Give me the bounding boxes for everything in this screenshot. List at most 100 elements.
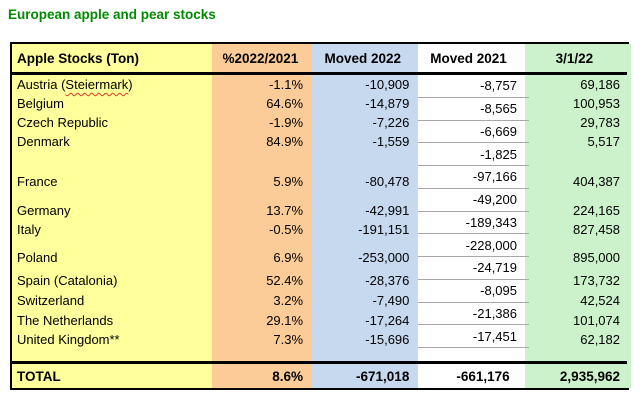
header-moved-2022: Moved 2022 — [324, 50, 401, 66]
cell-stock: 100,953 — [573, 96, 620, 111]
table-total-row: TOTAL 8.6% -671,018 -661,176 2,935,962 — [12, 361, 627, 388]
table-row-belgium: Belgium 64.6% -14,879 100,953 — [12, 94, 627, 113]
spacer-row — [12, 239, 627, 248]
moved-2021-column: -8,757 -8,565 -6,669 -1,825 -97,166 -49,… — [418, 75, 529, 348]
cell-moved-2021: -24,719 — [418, 257, 529, 280]
cell-stock: 5,517 — [587, 134, 620, 149]
cell-stock: 173,732 — [573, 273, 620, 288]
table-row-czech-republic: Czech Republic -1.9% -7,226 29,783 — [12, 113, 627, 132]
country-text: Austria ( — [17, 77, 66, 92]
table-row-denmark: Denmark 84.9% -1,559 5,517 — [12, 132, 627, 151]
total-label: TOTAL — [17, 368, 61, 384]
cell-moved-2022: -191,151 — [358, 222, 410, 237]
cell-country: Poland — [17, 250, 58, 265]
cell-moved-2021: -228,000 — [418, 234, 529, 257]
cell-stock: 69,186 — [580, 77, 620, 92]
header-pct-2022-2021: %2022/2021 — [222, 50, 299, 66]
cell-country: United Kingdom** — [17, 332, 120, 347]
cell-percent: 29.1% — [266, 312, 304, 328]
table-row-austria: Austria (Steiermark) -1.1% -10,909 69,18… — [12, 75, 627, 94]
cell-moved-2022: -80,478 — [365, 174, 410, 189]
cell-stock: 224,165 — [573, 203, 620, 218]
cell-moved-2021: -21,386 — [418, 303, 529, 326]
table-body: Austria (Steiermark) -1.1% -10,909 69,18… — [12, 75, 627, 365]
country-text: ) — [128, 77, 133, 92]
cell-moved-2021: -189,343 — [418, 212, 529, 235]
cell-percent: 13.7% — [266, 203, 304, 218]
cell-moved-2021: -1,825 — [418, 143, 529, 166]
cell-moved-2022: -10,909 — [365, 77, 410, 92]
cell-country: The Netherlands — [17, 312, 114, 328]
cell-moved-2021: -6,669 — [418, 121, 529, 144]
column-bg-country — [12, 44, 212, 388]
table-row-switzerland: Switzerland 3.2% -7,490 42,524 — [12, 290, 627, 310]
column-bg-percent — [212, 44, 312, 388]
cell-country: Denmark — [17, 134, 70, 149]
table-row-italy: Italy -0.5% -191,151 827,458 — [12, 220, 627, 239]
spacer-row — [12, 151, 627, 172]
cell-moved-2021: -8,565 — [418, 98, 529, 121]
cell-country: Switzerland — [17, 292, 85, 308]
cell-percent: 3.2% — [273, 292, 304, 308]
cell-stock: 62,182 — [580, 332, 620, 347]
cell-percent: 7.3% — [273, 332, 304, 347]
cell-moved-2021: -97,166 — [418, 166, 529, 189]
table-row-poland: Poland 6.9% -253,000 895,000 — [12, 248, 627, 267]
apple-stocks-table: Apple Stocks (Ton) %2022/2021 Moved 2022… — [10, 42, 631, 390]
cell-moved-2022: -15,696 — [365, 332, 410, 347]
cell-stock: 827,458 — [573, 222, 620, 237]
table-row-spain: Spain (Catalonia) 52.4% -28,376 173,732 — [12, 271, 627, 290]
cell-moved-2022: -14,879 — [365, 96, 410, 111]
table-row-germany: Germany 13.7% -42,991 224,165 — [12, 201, 627, 220]
table-row-united-kingdom: United Kingdom** 7.3% -15,696 62,182 — [12, 330, 627, 349]
cell-moved-2021: -49,200 — [418, 189, 529, 212]
cell-moved-2021: -8,095 — [418, 280, 529, 303]
header-stock-date: 3/1/22 — [555, 50, 594, 66]
total-moved-2022: -671,018 — [356, 368, 410, 384]
table-header-row: Apple Stocks (Ton) %2022/2021 Moved 2022… — [12, 44, 627, 75]
cell-moved-2022: -17,264 — [365, 312, 410, 328]
cell-country: Italy — [17, 222, 41, 237]
table-row-france: France 5.9% -80,478 404,387 — [12, 172, 627, 191]
cell-percent: 6.9% — [273, 250, 304, 265]
cell-country: Austria (Steiermark) — [12, 77, 211, 92]
cell-percent: 52.4% — [266, 273, 304, 288]
header-apple-stocks: Apple Stocks (Ton) — [17, 50, 140, 66]
total-moved-2021: -661,176 — [456, 368, 510, 384]
cell-stock: 895,000 — [573, 250, 620, 265]
cell-stock: 42,524 — [580, 292, 620, 308]
cell-percent: 84.9% — [266, 134, 304, 149]
cell-country: Germany — [17, 203, 71, 218]
total-stock: 2,935,962 — [559, 368, 620, 384]
cell-percent: -1.1% — [269, 77, 304, 92]
column-bg-moved-2022 — [312, 44, 418, 388]
total-percent: 8.6% — [272, 368, 304, 384]
header-moved-2021: Moved 2021 — [430, 50, 507, 66]
cell-moved-2022: -28,376 — [365, 273, 410, 288]
cell-moved-2022: -7,490 — [372, 292, 410, 308]
cell-percent: -0.5% — [269, 222, 304, 237]
spacer-row — [12, 191, 627, 201]
cell-moved-2022: -1,559 — [372, 134, 410, 149]
table-row-netherlands: The Netherlands 29.1% -17,264 101,074 — [12, 310, 627, 330]
cell-moved-2022: -42,991 — [365, 203, 410, 218]
cell-country: Belgium — [17, 96, 64, 111]
cell-moved-2022: -253,000 — [358, 250, 410, 265]
cell-stock: 29,783 — [580, 115, 620, 130]
column-bg-moved-2021 — [418, 44, 525, 388]
cell-percent: -1.9% — [269, 115, 304, 130]
cell-country: France — [17, 174, 58, 189]
country-misspelled-text: Steiermark — [65, 77, 129, 92]
cell-moved-2021: -8,757 — [418, 75, 529, 98]
cell-moved-2021: -17,451 — [418, 325, 529, 348]
cell-percent: 5.9% — [273, 174, 304, 189]
cell-stock: 101,074 — [573, 312, 620, 328]
column-bg-stock — [525, 44, 631, 388]
cell-stock: 404,387 — [573, 174, 620, 189]
cell-country: Spain (Catalonia) — [17, 273, 118, 288]
cell-moved-2022: -7,226 — [372, 115, 410, 130]
page-title: European apple and pear stocks — [8, 7, 216, 22]
cell-country: Czech Republic — [17, 115, 109, 130]
cell-percent: 64.6% — [266, 96, 304, 111]
